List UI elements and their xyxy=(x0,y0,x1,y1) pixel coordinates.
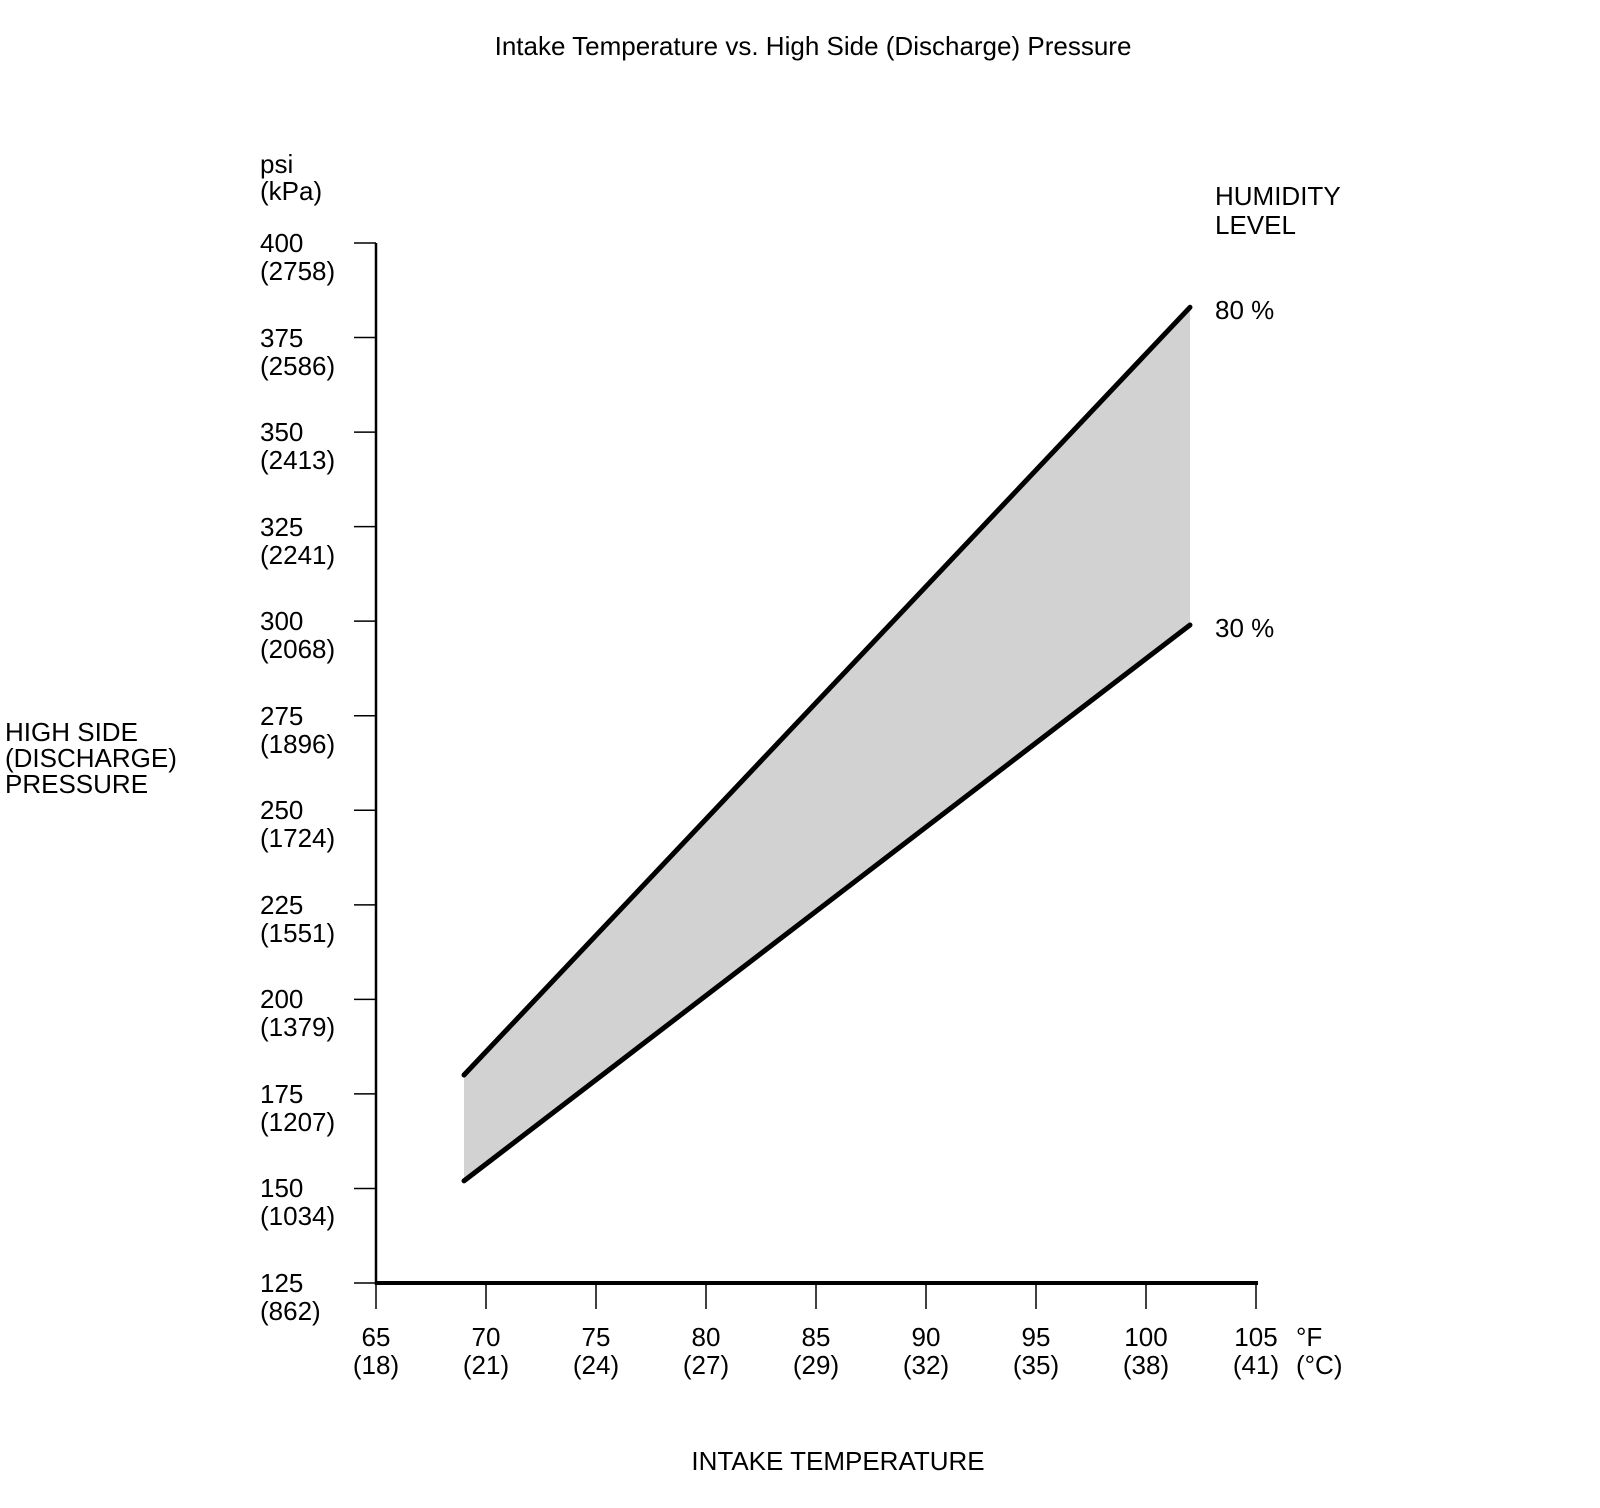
x-tick-label-70: 70 (21) xyxy=(462,1322,510,1380)
x-tick-label-80: 80 (27) xyxy=(682,1322,730,1380)
y-tick-label-300: 300 (2068) xyxy=(260,606,336,665)
x-tick-label-105: 105 (41) xyxy=(1232,1322,1280,1380)
series-label-30: 30 % xyxy=(1215,612,1275,643)
x-axis-unit-f: °F xyxy=(1296,1322,1323,1352)
series-label-80: 80 % xyxy=(1215,295,1275,326)
x-axis-title: INTAKE TEMPERATURE xyxy=(691,1446,985,1476)
y-tick-label-150: 150 (1034) xyxy=(260,1173,336,1232)
humidity-line-80pct xyxy=(461,304,1193,1078)
x-axis-unit-c: (°C) xyxy=(1296,1350,1343,1380)
legend-title: HUMIDITY LEVEL xyxy=(1215,181,1341,240)
x-tick-label-65: 65 (18) xyxy=(352,1322,400,1380)
humidity-band-area xyxy=(464,307,1190,1181)
y-tick-label-325: 325 (2241) xyxy=(260,511,336,570)
x-tick-label-75: 75 (24) xyxy=(572,1322,620,1380)
y-axis-title: HIGH SIDE (DISCHARGE) PRESSURE xyxy=(5,717,177,799)
y-tick-label-400: 400 (2758) xyxy=(260,228,336,286)
x-tick-label-90: 90 (32) xyxy=(902,1322,950,1380)
y-axis-unit-kpa: (kPa) xyxy=(260,176,323,206)
x-tick-label-95: 95 (35) xyxy=(1012,1322,1060,1380)
y-tick-label-175: 175 (1207) xyxy=(260,1078,336,1137)
x-axis-unit-label: °F (°C) xyxy=(1296,1323,1343,1379)
y-tick-label-125: 125 (862) xyxy=(260,1268,321,1326)
y-tick-label-375: 375 (2586) xyxy=(260,322,336,381)
y-tick-label-225: 225 (1551) xyxy=(260,889,336,948)
humidity-line-30pct xyxy=(461,622,1193,1184)
y-tick-label-275: 275 (1896) xyxy=(260,700,336,759)
x-tick-label-85: 85 (29) xyxy=(792,1322,840,1380)
y-axis-unit-psi: psi xyxy=(260,149,294,179)
y-tick-label-350: 350 (2413) xyxy=(260,417,336,476)
x-tick-label-100: 100 (38) xyxy=(1122,1322,1170,1380)
chart-title: Intake Temperature vs. High Side (Discha… xyxy=(494,31,1132,61)
y-tick-label-250: 250 (1724) xyxy=(260,795,336,854)
y-tick-label-200: 200 (1379) xyxy=(260,984,336,1043)
y-axis-unit-label: psi (kPa) xyxy=(260,151,322,205)
